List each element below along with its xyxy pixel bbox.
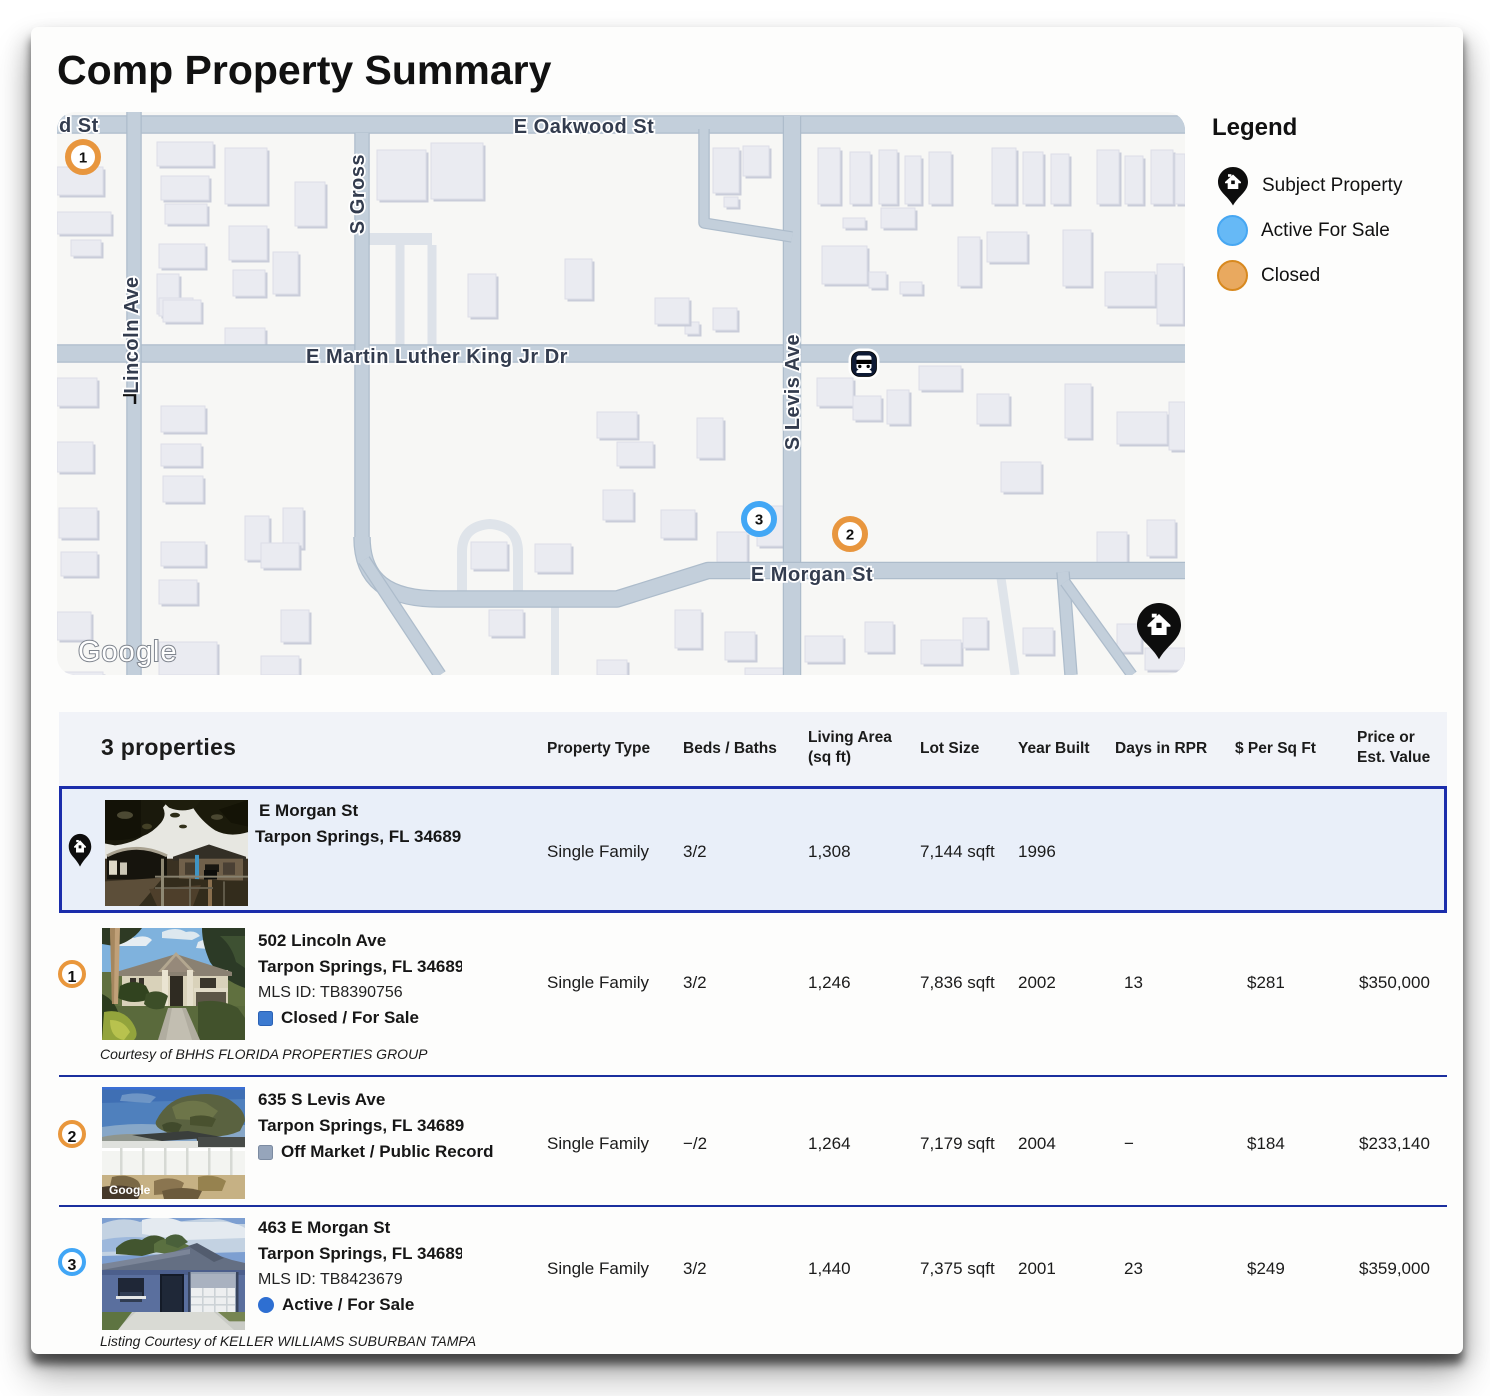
svg-text:S Levis Ave: S Levis Ave	[782, 334, 804, 450]
svg-text:d St: d St	[59, 115, 99, 137]
svg-text:S Gross: S Gross	[347, 154, 369, 234]
svg-text:3: 3	[755, 512, 763, 529]
svg-text:Google: Google	[109, 1183, 151, 1197]
svg-text:E Oakwood St: E Oakwood St	[514, 116, 654, 138]
svg-text:1: 1	[79, 150, 87, 167]
svg-text:E Martin Luther King Jr Dr: E Martin Luther King Jr Dr	[306, 346, 568, 368]
svg-text:Google: Google	[78, 636, 178, 668]
svg-text:Lincoln Ave: Lincoln Ave	[121, 276, 143, 393]
svg-text:2: 2	[846, 527, 854, 544]
svg-text:E Morgan St: E Morgan St	[751, 564, 873, 586]
